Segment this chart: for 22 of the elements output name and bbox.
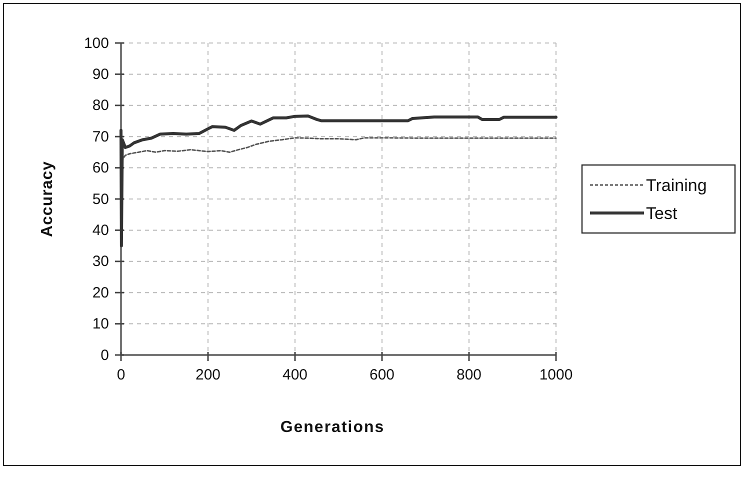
y-tick-label: 100 (84, 34, 109, 52)
y-tick-label: 80 (92, 97, 109, 114)
y-tick-label: 60 (92, 160, 109, 177)
y-axis-title: Accuracy (39, 160, 56, 238)
y-tick-label: 30 (92, 253, 109, 270)
legend-label: Training (646, 176, 707, 195)
line-series (120, 114, 558, 248)
y-tick-label: 50 (92, 190, 109, 208)
x-axis-title: Generations (280, 419, 385, 436)
x-tick-label: 0 (116, 366, 126, 384)
y-tick-label: 90 (92, 66, 109, 83)
x-tick-label: 200 (195, 366, 221, 384)
legend-label: Test (646, 204, 678, 223)
y-tick-label: 20 (92, 284, 109, 302)
y-tick-label: 40 (92, 222, 109, 239)
y-tick-label: 70 (92, 128, 109, 146)
x-tick-label: 1000 (539, 366, 573, 384)
x-tick-label: 800 (456, 366, 482, 384)
y-tick-label: 10 (92, 316, 109, 333)
x-tick-label: 400 (282, 366, 308, 384)
x-tick-label: 600 (369, 366, 395, 384)
y-tick-label: 0 (100, 346, 109, 364)
